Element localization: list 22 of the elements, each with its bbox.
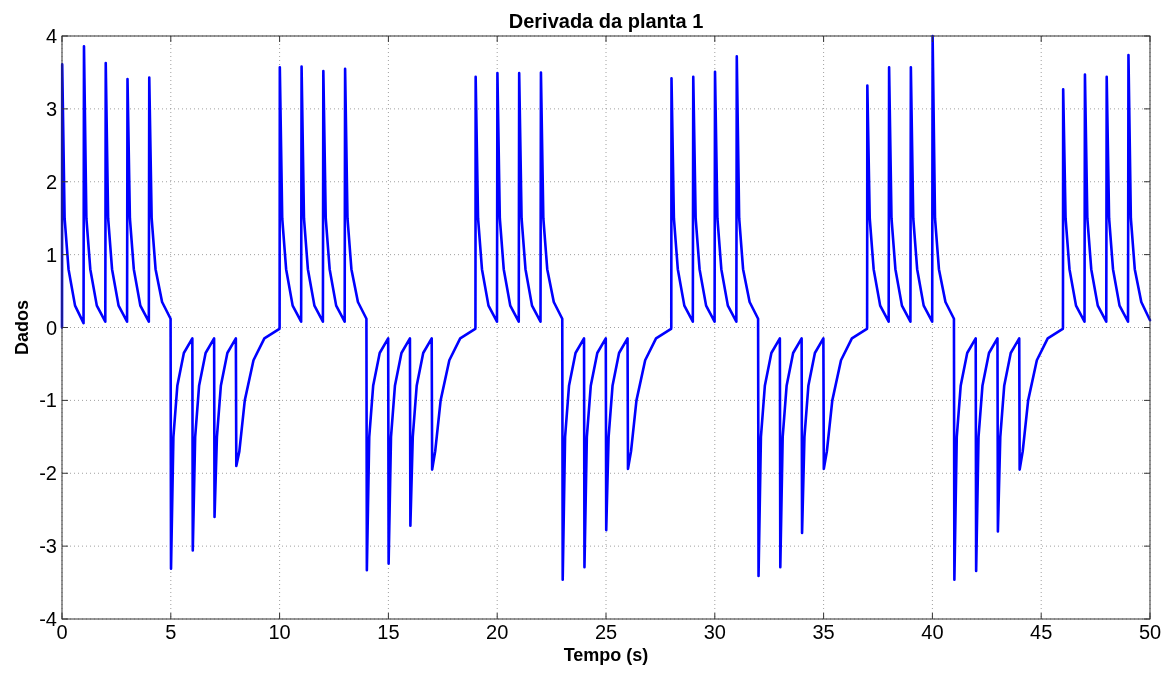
y-tick-label: -1 [39,389,57,412]
y-tick-label: 1 [45,243,57,266]
chart-title: Derivada da planta 1 [508,10,704,32]
y-tick-label: 3 [45,97,57,120]
y-tick-label: -2 [39,462,57,485]
x-tick-label: 30 [703,621,726,643]
y-tick-label: 2 [45,170,57,193]
x-tick-label: 40 [921,621,944,643]
x-tick-label: 20 [486,621,509,643]
x-tick-label: 25 [594,621,618,643]
x-tick-label: 50 [1138,621,1162,643]
y-tick-label: -4 [39,608,57,630]
x-tick-label: 15 [377,621,400,643]
x-tick-label: 45 [1030,621,1053,643]
y-axis-title: Dados [12,299,32,356]
y-tick-label: 0 [45,316,57,339]
x-tick-label: 5 [165,621,177,643]
y-tick-label: 4 [45,25,57,47]
x-tick-label: 35 [812,621,835,643]
x-axis-title: Tempo (s) [563,645,649,665]
y-tick-label: -3 [39,535,57,558]
x-tick-label: 10 [268,621,291,643]
